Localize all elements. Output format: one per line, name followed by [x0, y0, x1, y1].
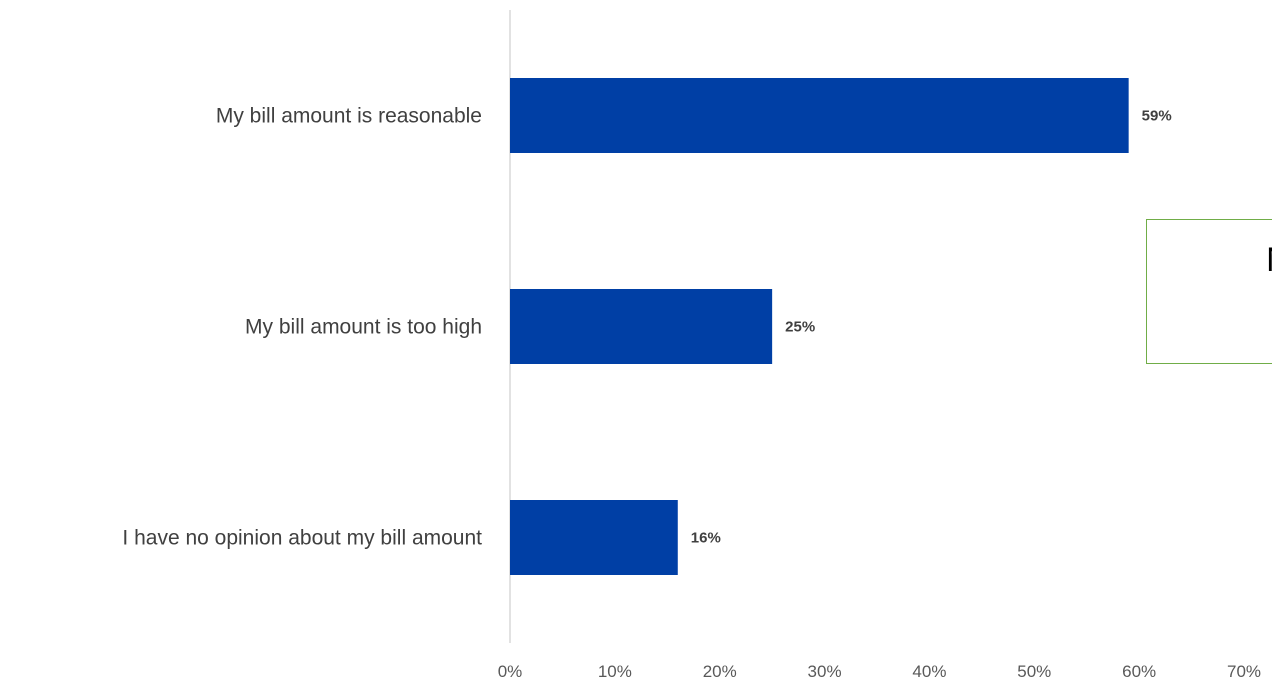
- x-tick-label: 70%: [1227, 662, 1261, 681]
- value-label: 16%: [691, 530, 721, 547]
- bars-group: [510, 78, 1129, 575]
- callout-box: Near th: [1146, 219, 1272, 364]
- bar: [510, 78, 1129, 153]
- bar: [510, 289, 773, 364]
- category-label: I have no opinion about my bill amount: [122, 527, 482, 550]
- category-label: My bill amount is reasonable: [216, 105, 482, 128]
- x-tick-label: 10%: [598, 662, 632, 681]
- x-tick-label: 50%: [1017, 662, 1051, 681]
- x-tick-label: 30%: [808, 662, 842, 681]
- callout-text: Near th: [1183, 238, 1272, 326]
- x-tick-label: 60%: [1122, 662, 1156, 681]
- value-label: 25%: [785, 319, 815, 336]
- value-labels: 59% 25% 16%: [691, 108, 1172, 547]
- x-axis-ticks: 0% 10% 20% 30% 40% 50% 60% 70%: [498, 662, 1261, 681]
- x-tick-label: 20%: [703, 662, 737, 681]
- x-tick-label: 0%: [498, 662, 523, 681]
- category-label: My bill amount is too high: [245, 316, 482, 339]
- x-tick-label: 40%: [912, 662, 946, 681]
- category-labels: My bill amount is reasonable My bill amou…: [122, 105, 482, 550]
- bar: [510, 500, 678, 575]
- value-label: 59%: [1142, 108, 1172, 125]
